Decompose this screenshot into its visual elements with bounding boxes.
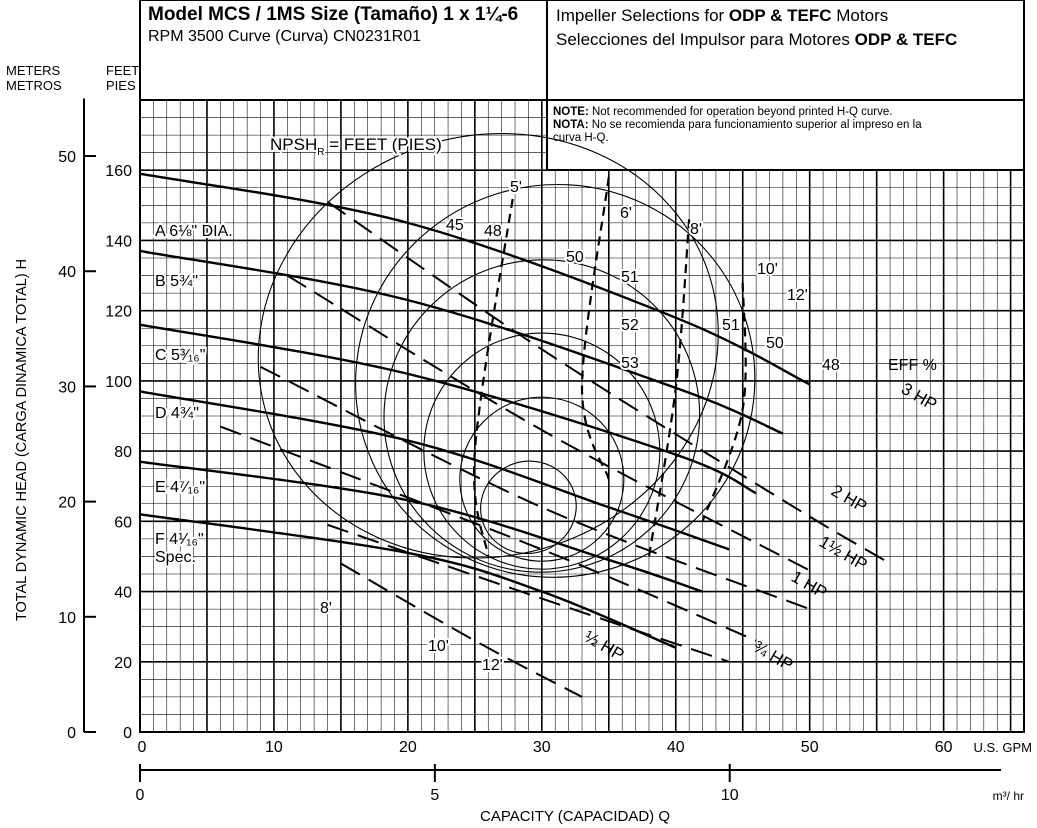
y-tick-label-meters: 50 xyxy=(58,149,76,166)
x-tick-label-gpm: 60 xyxy=(935,739,953,756)
npsh-curve xyxy=(701,282,747,522)
x-tick-label-m3hr: 5 xyxy=(430,787,439,804)
head-curve-e xyxy=(139,460,703,593)
impeller-label: A 6⅛" DIA. xyxy=(155,223,233,240)
y-tick-label-feet: 80 xyxy=(114,444,132,461)
note-box: NOTE: Not recommended for operation beyo… xyxy=(553,106,922,144)
model-title: Model MCS / 1MS Size (Tamaño) 1 x 1¼-6 xyxy=(148,4,519,25)
y-tick-label-feet: 40 xyxy=(114,585,132,602)
hp-curve xyxy=(340,562,583,698)
y-tick-label-feet: 140 xyxy=(105,233,132,250)
npsh-curve xyxy=(473,184,517,557)
hp-label: ½ HP xyxy=(581,627,627,665)
y-tick-label-meters: 30 xyxy=(58,379,76,396)
head-curve-b xyxy=(139,249,784,435)
x-tick-label-gpm: 0 xyxy=(138,739,147,756)
eff-contour-51 xyxy=(423,332,661,570)
eff-contour-53 xyxy=(480,460,577,555)
y-tick-label-feet: 100 xyxy=(105,374,132,391)
y-tick-label-feet: 20 xyxy=(114,655,132,672)
y-tick-label-feet: 0 xyxy=(123,725,132,742)
x-tick-label-gpm: 30 xyxy=(533,739,551,756)
npsh-label: 6' xyxy=(620,205,632,222)
eff-label: 48 xyxy=(822,357,840,374)
eff-label: 51 xyxy=(621,269,639,286)
head-curve-a xyxy=(139,172,811,386)
head-curve-c xyxy=(139,323,757,495)
x-tick-label-m3hr: 10 xyxy=(721,787,739,804)
hp-label: 3 HP xyxy=(898,379,940,414)
eff-label: 45 xyxy=(446,217,464,234)
impeller-label: E 4⁷⁄₁₆" xyxy=(155,479,205,496)
meters-axis-title: METERS METROS xyxy=(6,63,62,93)
hp-curve xyxy=(327,523,730,663)
eff-percent-label: EFF % xyxy=(888,357,937,374)
head-capacity-curves xyxy=(139,172,811,649)
hp-curve xyxy=(220,425,757,642)
y-tick-label-feet: 160 xyxy=(105,163,132,180)
plot-frame xyxy=(139,99,1025,733)
hp-curve xyxy=(260,365,811,611)
x-tick-label-m3hr: 0 xyxy=(136,787,145,804)
npsh-label: 10' xyxy=(428,638,449,655)
x-unit-m3hr: m³/ hr xyxy=(993,789,1024,803)
npsh-curve xyxy=(580,177,610,480)
horsepower-curves xyxy=(220,200,891,698)
feet-axis-title: FEET PIES xyxy=(106,63,140,93)
y-axis-title: TOTAL DYNAMIC HEAD (CARGA DINAMICA TOTAL… xyxy=(14,259,30,621)
npsh-label: 12' xyxy=(787,287,808,304)
x-tick-label-gpm: 50 xyxy=(801,739,819,756)
eff-label: 48 xyxy=(484,223,502,240)
eff-label: 53 xyxy=(621,355,639,372)
hp-label: ¾ HP xyxy=(750,637,796,675)
y-tick-label-feet: 60 xyxy=(114,514,132,531)
impeller-label: Spec. xyxy=(155,549,196,566)
impeller-label: F 4¹⁄₁₆" xyxy=(155,531,204,548)
y-tick-label-meters: 40 xyxy=(58,264,76,281)
x-tick-label-gpm: 20 xyxy=(399,739,417,756)
y-tick-label-meters: 20 xyxy=(58,495,76,512)
eff-label: 50 xyxy=(566,249,584,266)
npsh-label: 12' xyxy=(482,657,503,674)
head-curve-d xyxy=(139,390,730,551)
x-unit-gpm: U.S. GPM xyxy=(973,740,1032,755)
x-axis-title: CAPACITY (CAPACIDAD) Q xyxy=(480,808,670,825)
eff-contour-50 xyxy=(383,259,701,573)
y-tick-label-feet: 120 xyxy=(105,304,132,321)
npsh-label: 5' xyxy=(510,179,522,196)
y-tick-label-meters: 0 xyxy=(67,725,76,742)
hp-curve xyxy=(286,274,811,572)
hp-curve xyxy=(326,200,891,565)
x-tick-label-gpm: 10 xyxy=(265,739,283,756)
impeller-selections-es: Selecciones del Impulsor para Motores OD… xyxy=(556,30,958,49)
npsh-label: 10' xyxy=(757,261,778,278)
impeller-label: D 4¾" xyxy=(155,405,199,422)
eff-label: 52 xyxy=(621,317,639,334)
eff-label: 51 xyxy=(722,317,740,334)
hp-label: 1½ HP xyxy=(816,532,871,574)
impeller-label: B 5¾" xyxy=(155,273,198,290)
impeller-selections-en: Impeller Selections for ODP & TEFC Motor… xyxy=(556,6,889,25)
npsh-label: 8' xyxy=(320,600,332,617)
npsh-title: NPSHR = FEET (PIES) xyxy=(270,135,442,158)
head-curve-f xyxy=(139,513,677,649)
rpm-line: RPM 3500 Curve (Curva) CN0231R01 xyxy=(148,28,421,45)
eff-contour-45 xyxy=(257,133,719,559)
y-tick-label-meters: 10 xyxy=(58,610,76,627)
impeller-label: C 5³⁄₁₆" xyxy=(155,347,205,364)
eff-label: 50 xyxy=(766,335,784,352)
eff-contour-52 xyxy=(459,396,625,562)
npsh-label: 8' xyxy=(690,221,702,238)
x-tick-label-gpm: 40 xyxy=(667,739,685,756)
